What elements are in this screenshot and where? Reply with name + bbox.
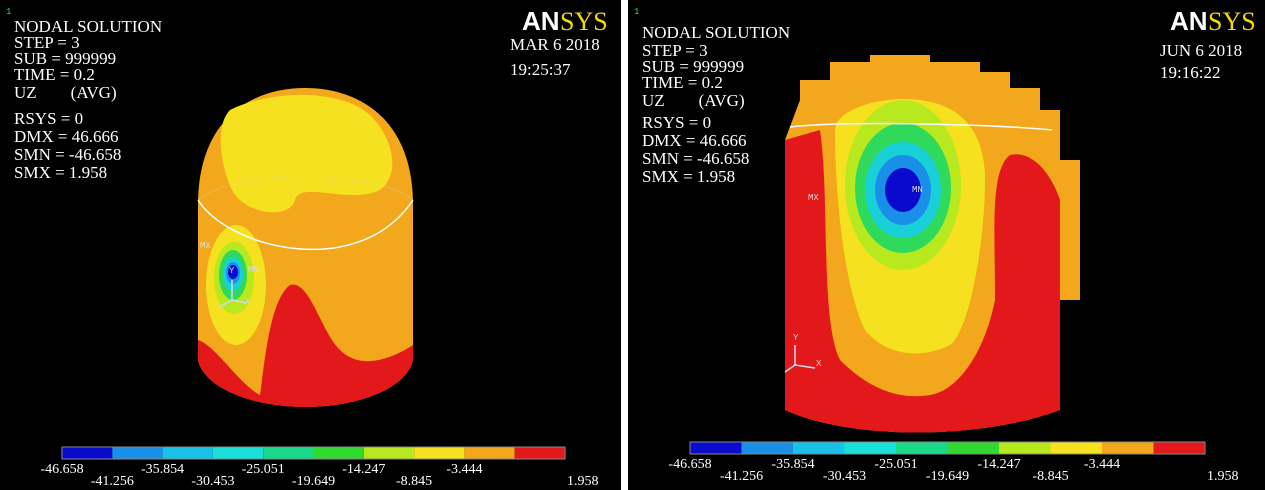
- legend-swatch: [845, 442, 897, 454]
- legend-label: 1.958: [567, 474, 599, 489]
- legend-label: -35.854: [141, 462, 184, 477]
- node-label: X: [245, 297, 251, 307]
- legend-swatch: [793, 442, 845, 454]
- legend-swatch: [1051, 442, 1103, 454]
- info-line: SMX = 1.958: [14, 163, 107, 182]
- info-line: DMX = 46.666: [14, 127, 119, 146]
- legend-label: -46.658: [668, 457, 711, 472]
- legend-swatch: [515, 447, 565, 459]
- screenshot: 1ANSYSNODAL SOLUTIONSTEP = 3SUB = 999999…: [0, 0, 1265, 490]
- legend-swatch: [163, 447, 213, 459]
- info-line: NODAL SOLUTION: [642, 23, 790, 42]
- legend-label: -14.247: [977, 457, 1020, 472]
- legend-label: -19.649: [292, 474, 335, 489]
- legend-swatch: [62, 447, 112, 459]
- legend-label: -19.649: [926, 469, 969, 484]
- node-label: MX: [808, 193, 819, 203]
- logo-an: AN: [1170, 6, 1208, 36]
- legend-label: -25.051: [874, 457, 917, 472]
- legend-label: -30.453: [191, 474, 234, 489]
- legend-label: -35.854: [771, 457, 814, 472]
- legend-label: -41.256: [720, 469, 763, 484]
- logo-sys: SYS: [1208, 7, 1256, 36]
- info-line: SMX = 1.958: [642, 167, 735, 186]
- info-line: DMX = 46.666: [642, 131, 747, 150]
- legend-swatch: [1154, 442, 1206, 454]
- legend-label: -8.845: [396, 474, 432, 489]
- left-model: [198, 88, 413, 407]
- info-line: UZ (AVG): [642, 91, 745, 110]
- legend-swatch: [112, 447, 162, 459]
- info-line: UZ (AVG): [14, 83, 117, 102]
- node-label: X: [816, 359, 822, 369]
- info-line: RSYS = 0: [642, 113, 711, 132]
- legend-label: 1.958: [1207, 469, 1239, 484]
- legend-label: -14.247: [342, 462, 385, 477]
- legend-swatch: [1102, 442, 1154, 454]
- date: JUN 6 2018: [1160, 41, 1242, 60]
- node-label: MX: [200, 241, 211, 251]
- time: 19:16:22: [1160, 63, 1220, 82]
- node-label: MN: [912, 185, 923, 195]
- legend-label: -3.444: [1084, 457, 1120, 472]
- legend-swatch: [896, 442, 948, 454]
- info-line: TIME = 0.2: [642, 73, 723, 92]
- legend-swatch: [314, 447, 364, 459]
- node-label: MN: [248, 265, 259, 275]
- legend-swatch: [948, 442, 1000, 454]
- legend-swatch: [690, 442, 742, 454]
- date: MAR 6 2018: [510, 35, 600, 54]
- logo-an: AN: [522, 6, 560, 36]
- node-label: Y: [793, 333, 799, 343]
- info-line: SMN = -46.658: [14, 145, 121, 164]
- legend-label: -8.845: [1032, 469, 1068, 484]
- legend-swatch: [464, 447, 514, 459]
- legend-label: -3.444: [446, 462, 482, 477]
- time: 19:25:37: [510, 60, 571, 79]
- legend-swatch: [414, 447, 464, 459]
- legend-label: -41.256: [91, 474, 134, 489]
- logo-sys: SYS: [560, 7, 608, 36]
- legend-swatch: [263, 447, 313, 459]
- window-number: 1: [6, 7, 11, 17]
- info-line: SMN = -46.658: [642, 149, 749, 168]
- legend-label: -25.051: [242, 462, 285, 477]
- right-model: [785, 55, 1080, 433]
- legend-swatch: [742, 442, 794, 454]
- legend-label: -46.658: [40, 462, 83, 477]
- node-label: Y: [229, 266, 235, 276]
- legend-label: -30.453: [823, 469, 866, 484]
- info-line: RSYS = 0: [14, 109, 83, 128]
- legend-swatch: [364, 447, 414, 459]
- legend-swatch: [213, 447, 263, 459]
- info-line: TIME = 0.2: [14, 65, 95, 84]
- legend-swatch: [999, 442, 1051, 454]
- window-number: 1: [634, 7, 639, 17]
